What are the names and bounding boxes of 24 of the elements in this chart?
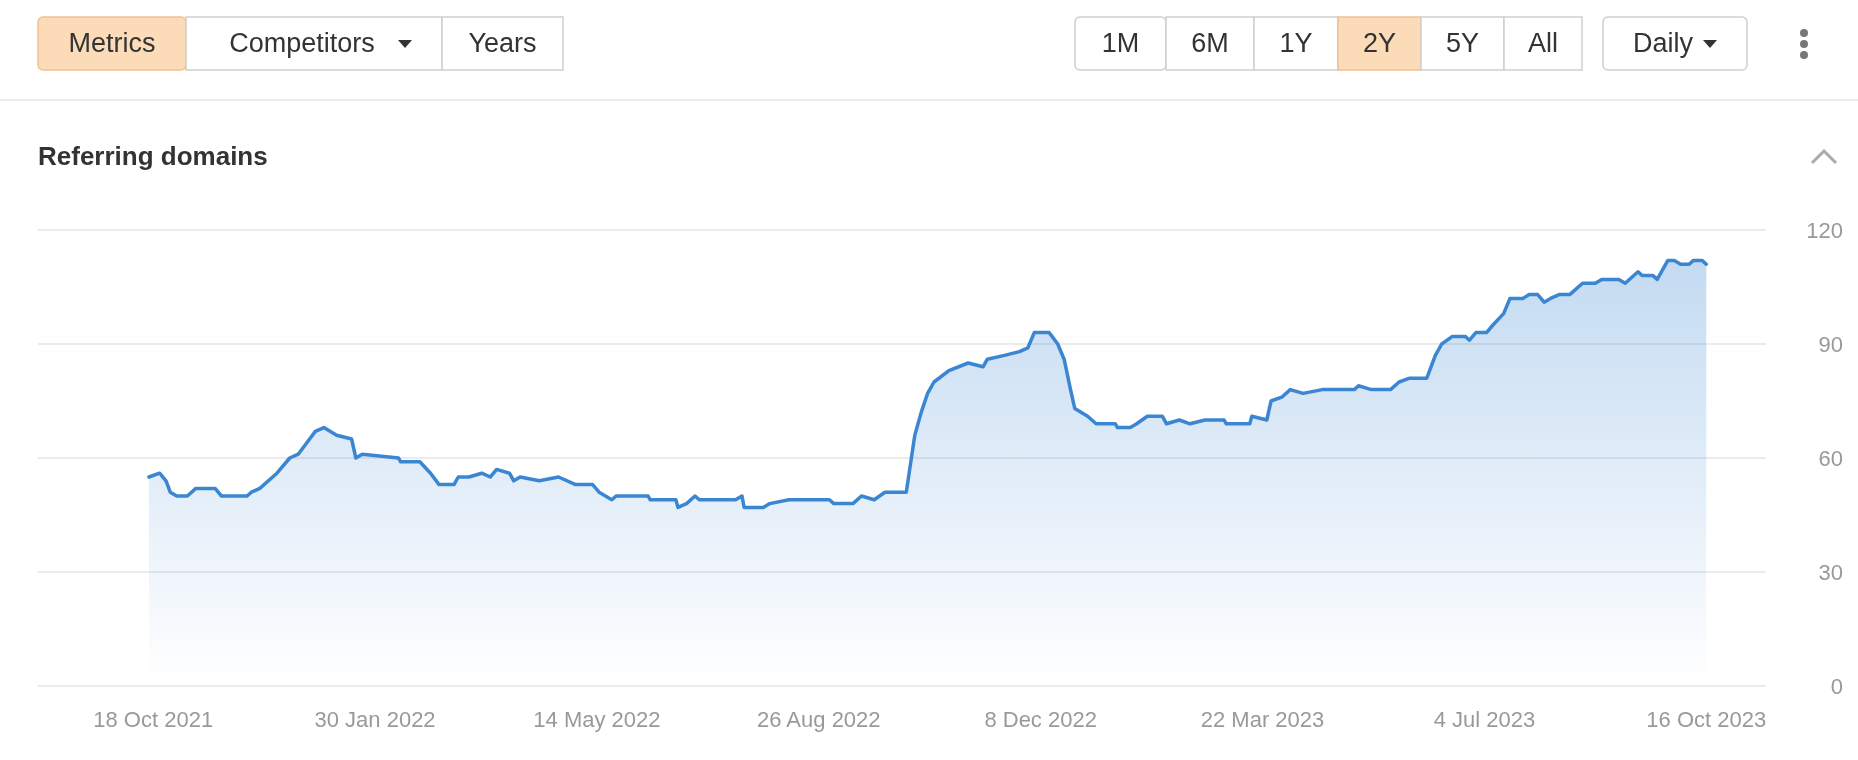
text: 6M bbox=[1191, 28, 1229, 58]
text: 5Y bbox=[1445, 28, 1480, 58]
x-tick-label: 18 Oct 2021 bbox=[93, 707, 214, 732]
x-tick-label: 4 Jul 2023 bbox=[1433, 707, 1536, 732]
text: 1Y bbox=[1279, 28, 1313, 58]
x-tick-label: 8 Dec 2022 bbox=[984, 707, 1097, 732]
y-tick-label: 30 bbox=[1818, 560, 1843, 585]
y-tick-label: 90 bbox=[1818, 332, 1843, 357]
text: Years bbox=[468, 28, 537, 58]
x-tick-label: 26 Aug 2022 bbox=[757, 707, 881, 732]
text: Metrics bbox=[68, 28, 156, 58]
text: Competitors bbox=[229, 28, 375, 58]
text: 2Y bbox=[1362, 28, 1397, 58]
text: Daily bbox=[1632, 28, 1694, 58]
y-tick-label: 60 bbox=[1818, 446, 1843, 471]
y-tick-label: 0 bbox=[1830, 674, 1843, 699]
x-tick-label: 22 Mar 2023 bbox=[1200, 707, 1325, 732]
x-tick-label: 30 Jan 2022 bbox=[314, 707, 436, 732]
x-tick-label: 16 Oct 2023 bbox=[1646, 707, 1767, 732]
chart-title: Referring domains bbox=[38, 141, 268, 171]
text: 1M bbox=[1101, 28, 1140, 58]
x-tick-label: 14 May 2022 bbox=[533, 707, 661, 732]
y-tick-label: 120 bbox=[1806, 218, 1843, 243]
text: All bbox=[1527, 28, 1559, 58]
